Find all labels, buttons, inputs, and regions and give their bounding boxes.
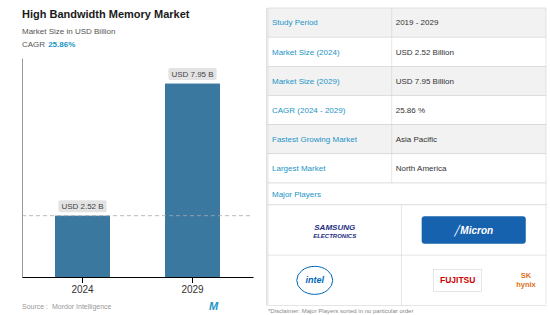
table-header: Market Size (2024): [272, 48, 340, 57]
table-header: Largest Market: [272, 164, 326, 173]
table-header: Market Size (2029): [272, 77, 340, 86]
subtitle: Market Size in USD Billion: [22, 27, 115, 36]
data-label-box: [58, 200, 106, 212]
logo-divider: [401, 205, 402, 306]
logo-text: ╱Micron: [453, 224, 493, 237]
table-value: North America: [396, 164, 447, 173]
x-tick: 2029: [181, 277, 204, 295]
cagr-label: CAGR: [22, 40, 45, 49]
table-header: CAGR (2024 - 2029): [272, 106, 346, 115]
logo-area: [268, 205, 546, 306]
logo-text: FUJITSU: [440, 275, 475, 285]
info-table: Study Period 2019 - 2029 Market Size (2024…: [268, 8, 546, 205]
table-row: [268, 183, 546, 205]
logo-text: intel: [305, 275, 324, 285]
x-tick-label: 2024: [71, 284, 94, 295]
logos: SAMSUNGELECTRONICS ╱Micron intel FUJITSU SKh…: [268, 205, 546, 306]
x-axis: 2024 2029: [23, 277, 254, 295]
table-header: Study Period: [272, 18, 318, 27]
table-column-divider: [391, 37, 392, 66]
table-header: Fastest Growing Market: [272, 135, 358, 144]
x-tick-mark: [82, 277, 83, 283]
table-row: [268, 66, 546, 95]
table-row: [268, 154, 546, 183]
data-label: USD 2.52 B: [61, 202, 103, 211]
table-column-divider: [391, 154, 392, 183]
logo-box: [434, 269, 482, 291]
x-tick-label: 2029: [181, 284, 204, 295]
table-header: Major Players: [272, 190, 321, 199]
table-value: 2019 - 2029: [396, 18, 439, 27]
table-row: [268, 96, 546, 125]
disclaimer: *Disclaimer: Major Players sorted in no …: [268, 308, 413, 314]
data-label-box: [168, 68, 216, 80]
logo-text: ELECTRONICS: [313, 233, 356, 239]
title: High Bandwidth Memory Market: [22, 8, 190, 20]
plot-area: [22, 84, 253, 277]
x-axis-line: [23, 277, 254, 278]
logo-ellipse: [297, 266, 333, 294]
data-label: USD 7.95 B: [171, 70, 213, 79]
table-value: 25.86 %: [396, 106, 425, 115]
bar: [55, 216, 110, 277]
x-tick-mark: [192, 277, 193, 283]
table-row: [268, 8, 546, 37]
table-column-divider: [391, 8, 392, 37]
data-label-group: USD 2.52 B: [58, 200, 106, 212]
chart: High Bandwidth Memory Market Market Size …: [0, 0, 550, 315]
logo-divider: [268, 255, 546, 256]
data-label-group: USD 7.95 B: [168, 68, 216, 80]
source: Source : Mordor Intelligence: [22, 303, 112, 311]
logo-text: SAMSUNG: [314, 223, 355, 232]
bar: [165, 84, 220, 277]
table-row: [268, 125, 546, 154]
table-value: Asia Pacific: [396, 135, 437, 144]
table-column-divider: [391, 96, 392, 125]
x-tick: 2024: [71, 277, 94, 295]
table-column-divider: [391, 125, 392, 154]
table-value: USD 2.52 Billion: [396, 48, 454, 57]
cagr-value: 25.86%: [48, 40, 75, 49]
logo-box: [422, 216, 526, 244]
logo-text: SKhynix: [516, 271, 536, 289]
panel-divider: [266, 8, 267, 306]
y-axis: [22, 59, 23, 278]
table-value: USD 7.95 Billion: [396, 77, 454, 86]
table-column-divider: [391, 66, 392, 95]
y-axis-line: [22, 59, 23, 278]
reference-line: [22, 215, 253, 216]
table-row: [268, 37, 546, 66]
brand-mark: M: [209, 300, 219, 312]
data-labels: USD 2.52 B USD 7.95 B: [58, 68, 216, 212]
